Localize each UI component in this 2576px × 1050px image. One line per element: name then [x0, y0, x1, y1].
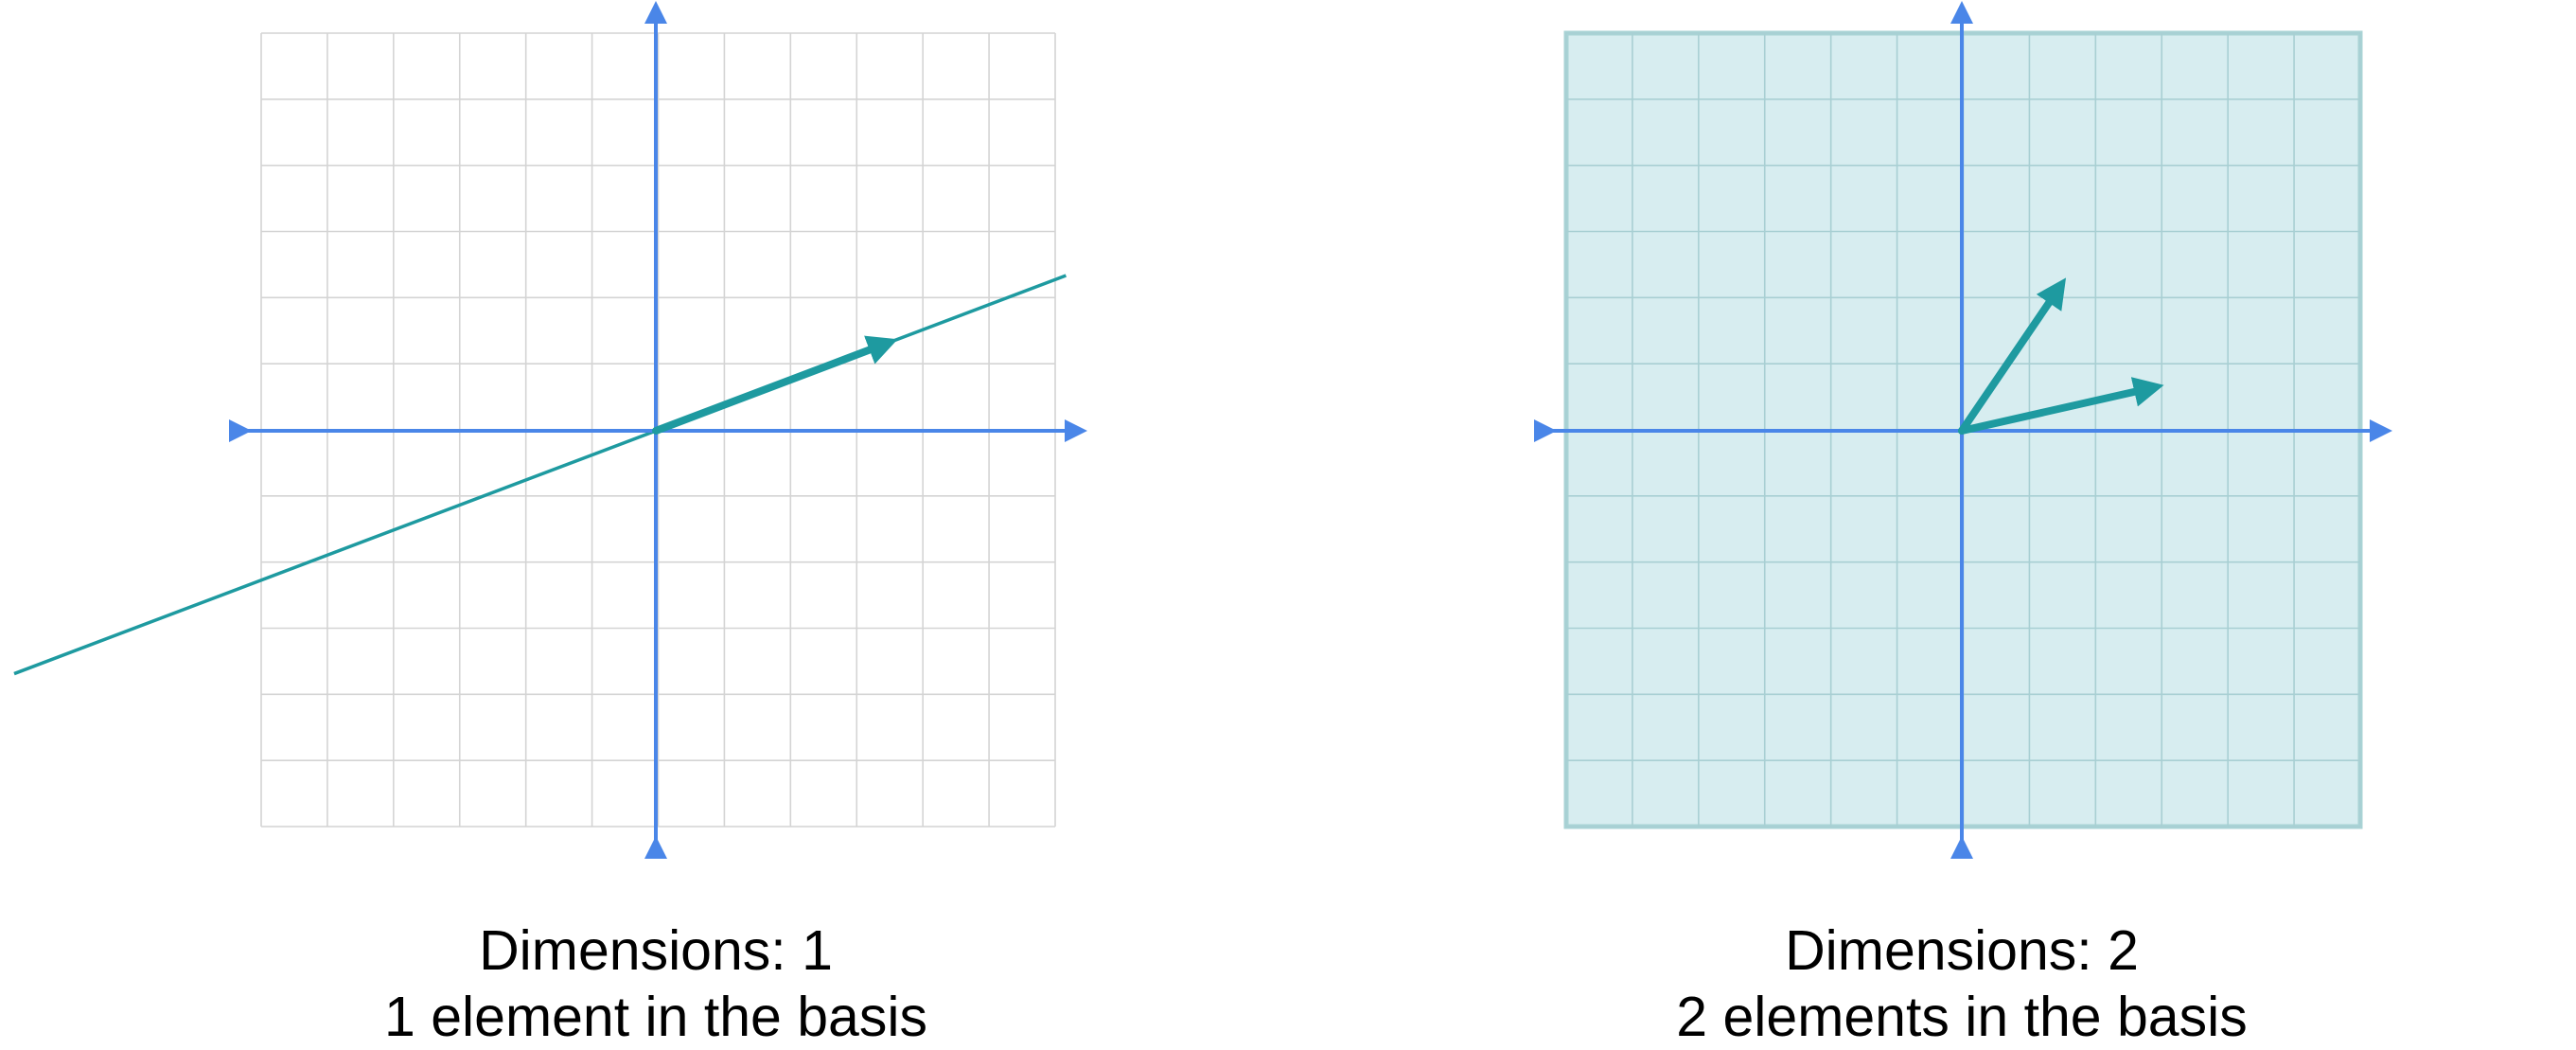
one-dimensional-caption: Dimensions: 1 1 element in the basis — [183, 917, 1129, 1050]
basis-vectors — [1958, 277, 2164, 435]
basis-vector-arrow-2 — [1958, 377, 2164, 435]
span-layer — [13, 274, 1067, 676]
basis-vector-arrow-1 — [652, 335, 898, 435]
basis-count-label: 2 elements in the basis — [1676, 986, 2248, 1048]
two-dimensional-span-diagram — [1534, 1, 2392, 859]
basis-vectors — [652, 335, 898, 435]
one-dimensional-span-diagram — [13, 1, 1087, 859]
basis-vector-arrow-1 — [1958, 277, 2067, 435]
basis-count-label: 1 element in the basis — [384, 986, 927, 1048]
dimensions-label: Dimensions: 2 — [1785, 919, 2139, 982]
two-dimensional-caption: Dimensions: 2 2 elements in the basis — [1489, 917, 2435, 1050]
span-line — [13, 274, 1067, 676]
dimensions-label: Dimensions: 1 — [479, 919, 833, 982]
